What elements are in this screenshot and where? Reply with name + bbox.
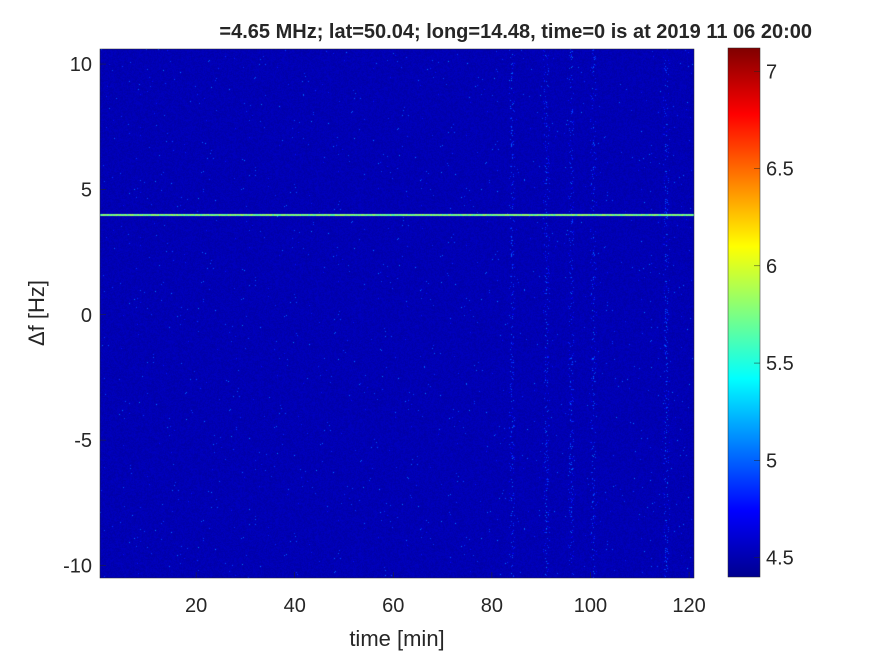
- plot-frame: [99, 48, 695, 579]
- colorbar-tick-label: 5: [766, 450, 777, 472]
- colorbar-tick-label: 4.5: [766, 548, 794, 570]
- chart-title: =4.65 MHz; lat=50.04; long=14.48, time=0…: [219, 21, 812, 43]
- x-tick-label: 120: [672, 595, 705, 617]
- colorbar-tick-label: 6: [766, 256, 777, 278]
- x-tick-label: 20: [185, 595, 207, 617]
- x-tick-label: 60: [382, 595, 404, 617]
- y-tick-label: 5: [81, 179, 92, 201]
- colorbar: [727, 47, 761, 578]
- y-tick-label: -10: [63, 555, 92, 577]
- colorbar-tick-label: 5.5: [766, 353, 794, 375]
- x-tick-label: 40: [284, 595, 306, 617]
- y-tick-label: 10: [70, 54, 92, 76]
- colorbar-tick-label: 7: [766, 61, 777, 83]
- x-tick-label: 80: [481, 595, 503, 617]
- y-tick-label: -5: [74, 430, 92, 452]
- heatmap-cells: [100, 49, 694, 578]
- x-axis-label: time [min]: [349, 626, 444, 651]
- y-axis-label: Δf [Hz]: [24, 280, 49, 346]
- x-tick-label: 100: [574, 595, 607, 617]
- colorbar-tick-label: 6.5: [766, 159, 794, 181]
- heatmap-area: [100, 49, 694, 578]
- y-tick-label: 0: [81, 305, 92, 327]
